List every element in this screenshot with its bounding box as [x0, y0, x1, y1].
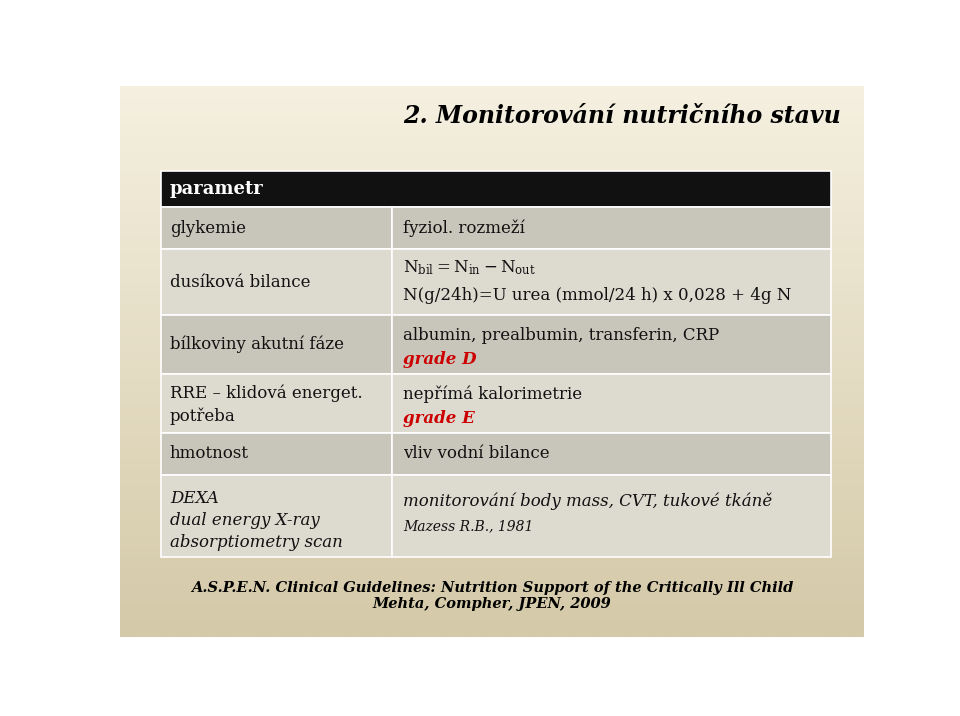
- Bar: [161, 374, 392, 433]
- Text: monitorování body mass, CVT, tukové tkáně: monitorování body mass, CVT, tukové tkán…: [403, 493, 772, 510]
- Bar: [161, 315, 392, 374]
- Text: nepřímá kalorimetrie: nepřímá kalorimetrie: [403, 386, 582, 403]
- Bar: [161, 171, 830, 207]
- Bar: [392, 207, 830, 249]
- Text: parametr: parametr: [170, 180, 264, 198]
- Text: glykemie: glykemie: [170, 220, 246, 237]
- Text: $\mathregular{N_{bil}=N_{in}-N_{out}}$: $\mathregular{N_{bil}=N_{in}-N_{out}}$: [403, 258, 536, 277]
- Text: Mazess R.B., 1981: Mazess R.B., 1981: [403, 519, 533, 533]
- Bar: [392, 475, 830, 557]
- Text: dusíková bilance: dusíková bilance: [170, 274, 310, 291]
- Text: grade D: grade D: [403, 351, 476, 367]
- Bar: [392, 249, 830, 315]
- Text: albumin, prealbumin, transferin, CRP: albumin, prealbumin, transferin, CRP: [403, 327, 719, 344]
- Text: DEXA
dual energy X-ray
absorptiometry scan: DEXA dual energy X-ray absorptiometry sc…: [170, 490, 343, 551]
- Bar: [161, 207, 392, 249]
- Bar: [161, 475, 392, 557]
- Bar: [392, 374, 830, 433]
- Text: bílkoviny akutní fáze: bílkoviny akutní fáze: [170, 336, 344, 353]
- Bar: [392, 315, 830, 374]
- Text: vliv vodní bilance: vliv vodní bilance: [403, 445, 549, 463]
- Text: 2. Monitorování nutričního stavu: 2. Monitorování nutričního stavu: [403, 105, 840, 128]
- Text: fyziol. rozmeží: fyziol. rozmeží: [403, 220, 524, 237]
- Bar: [161, 433, 392, 475]
- Text: N(g/24h)=U urea (mmol/24 h) x 0,028 + 4g N: N(g/24h)=U urea (mmol/24 h) x 0,028 + 4g…: [403, 286, 791, 304]
- Bar: [161, 249, 392, 315]
- Text: A.S.P.E.N. Clinical Guidelines: Nutrition Support of the Critically Ill Child
Me: A.S.P.E.N. Clinical Guidelines: Nutritio…: [191, 581, 793, 611]
- Text: RRE – klidová energet.
potřeba: RRE – klidová energet. potřeba: [170, 384, 363, 425]
- Bar: [392, 433, 830, 475]
- Text: hmotnost: hmotnost: [170, 445, 249, 463]
- Text: grade E: grade E: [403, 410, 474, 427]
